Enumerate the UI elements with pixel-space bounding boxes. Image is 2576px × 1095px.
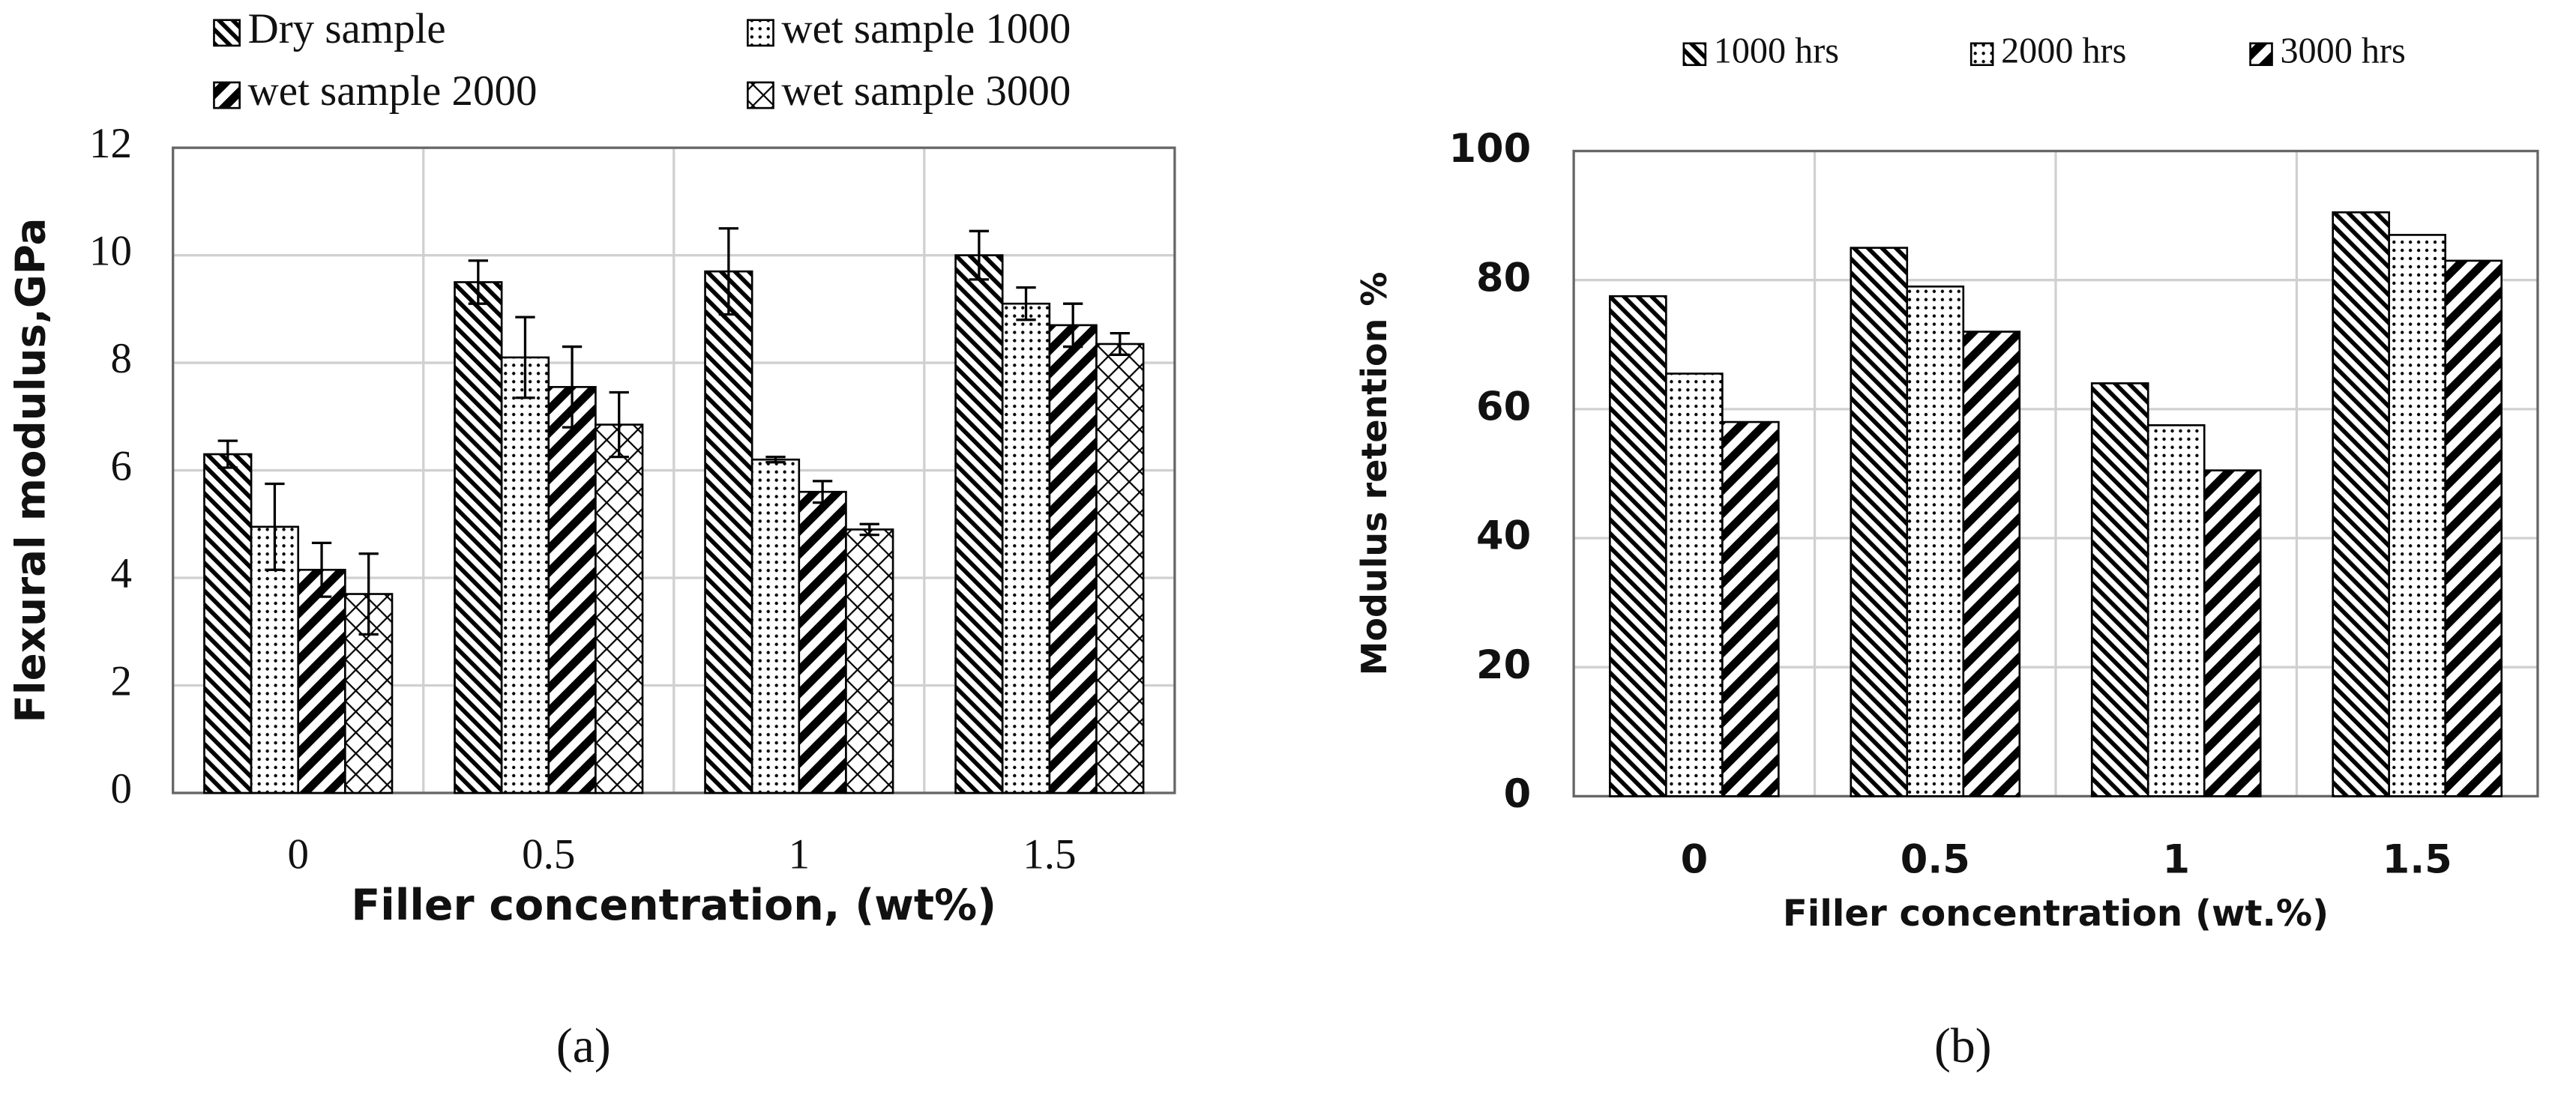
error-bar: [609, 390, 629, 459]
x-tick-label: 1.5: [2383, 837, 2452, 883]
error-bar: [718, 227, 739, 316]
legend-swatch: [2249, 42, 2273, 67]
y-axis-label: Modulus retention %: [1354, 272, 1394, 676]
y-axis-label: Flexural modulus,GPa: [7, 218, 55, 723]
plot-border: [172, 146, 1176, 794]
legend-swatch: [1682, 42, 1707, 67]
legend-label: wet sample 3000: [781, 67, 1071, 115]
legend-label: 1000 hrs: [1714, 31, 1839, 70]
error-bar: [859, 522, 879, 537]
bar: [1962, 331, 2021, 797]
error-bar: [1063, 302, 1083, 349]
bar: [2203, 469, 2262, 797]
bar: [1048, 324, 1098, 794]
caption: (a): [556, 1019, 611, 1073]
y-tick-label: 6: [110, 443, 131, 490]
error-bar: [562, 345, 583, 429]
error-bar: [1016, 286, 1036, 322]
error-bar: [969, 229, 990, 281]
y-tick-label: 80: [1476, 255, 1531, 301]
bar: [595, 423, 644, 794]
legend-label: 2000 hrs: [2001, 31, 2126, 70]
y-tick-label: 0: [1504, 771, 1532, 817]
x-tick-label: 1.5: [1023, 831, 1076, 878]
bar: [2388, 234, 2446, 797]
bar: [1001, 302, 1051, 794]
error-bar: [515, 316, 535, 399]
x-axis-label: Filler concentration, (wt%): [351, 881, 996, 930]
x-tick-label: 0.5: [1901, 837, 1970, 883]
y-tick-label: 12: [89, 120, 132, 167]
bar: [1906, 285, 1965, 797]
bar: [344, 593, 394, 794]
bar: [2332, 211, 2390, 797]
bar: [845, 528, 894, 794]
y-tick-label: 100: [1448, 126, 1531, 172]
error-bar: [765, 455, 786, 464]
error-bar: [217, 439, 238, 469]
legend-swatch: [1969, 42, 1994, 67]
bar: [297, 568, 346, 794]
legend-label: wet sample 1000: [781, 5, 1071, 52]
bar: [1850, 247, 1909, 797]
y-tick-label: 20: [1476, 642, 1531, 688]
x-tick-label: 1: [2162, 837, 2190, 883]
bar: [1721, 420, 1780, 797]
bar: [1609, 295, 1667, 797]
bar: [2444, 259, 2503, 797]
legend-label: 3000 hrs: [2280, 31, 2405, 70]
legend-swatch: [747, 19, 774, 47]
legend-swatch: [213, 81, 241, 109]
error-bar: [468, 259, 488, 305]
bar: [2146, 424, 2206, 797]
y-tick-label: 10: [89, 228, 132, 275]
error-bar: [812, 480, 833, 504]
error-bar: [358, 552, 379, 636]
bar: [750, 458, 801, 794]
bar: [1665, 372, 1724, 797]
bar: [2090, 382, 2149, 797]
y-tick-label: 8: [110, 335, 131, 382]
bar: [547, 386, 597, 794]
bar: [203, 453, 253, 794]
x-tick-label: 1: [789, 831, 810, 878]
x-axis-label: Filler concentration (wt.%): [1783, 893, 2329, 935]
error-bar: [311, 541, 332, 598]
error-bar: [1110, 331, 1130, 356]
y-tick-label: 40: [1476, 513, 1531, 559]
bar: [1095, 343, 1145, 794]
bar: [500, 356, 550, 794]
y-tick-label: 4: [110, 550, 131, 597]
bar: [798, 490, 847, 794]
error-bar: [265, 482, 285, 571]
y-tick-label: 60: [1476, 384, 1531, 429]
legend-swatch: [213, 19, 241, 47]
bar: [454, 281, 503, 794]
legend-swatch: [747, 81, 774, 109]
y-tick-label: 0: [110, 765, 131, 812]
x-tick-label: 0: [287, 831, 308, 878]
y-tick-label: 2: [110, 658, 131, 705]
x-tick-label: 0: [1681, 837, 1709, 883]
plot-border: [1572, 149, 2539, 797]
bar: [954, 254, 1004, 794]
bar: [704, 270, 753, 794]
caption: (b): [1934, 1019, 1992, 1073]
legend-label: wet sample 2000: [248, 67, 538, 115]
x-tick-label: 0.5: [522, 831, 575, 878]
legend-label: Dry sample: [248, 5, 446, 52]
